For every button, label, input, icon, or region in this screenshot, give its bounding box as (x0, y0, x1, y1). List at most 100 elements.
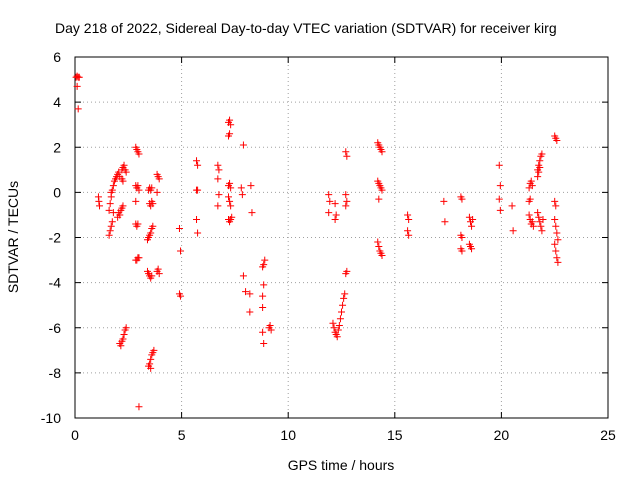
data-point (538, 227, 546, 235)
data-point (525, 211, 533, 219)
data-point (153, 267, 161, 275)
data-point (107, 188, 115, 196)
data-point (375, 243, 383, 251)
data-point (177, 292, 185, 300)
data-point (119, 202, 127, 210)
data-point (149, 200, 157, 208)
data-point (226, 179, 234, 187)
data-point (469, 215, 477, 223)
y-tick-label: 0 (53, 184, 61, 200)
data-point (342, 191, 350, 199)
data-point (134, 220, 142, 228)
data-point (106, 227, 114, 235)
data-point (239, 141, 247, 149)
data-point (259, 292, 267, 300)
data-point (147, 229, 155, 237)
data-point (342, 148, 350, 156)
y-tick-label: 6 (53, 49, 61, 65)
data-point (378, 186, 386, 194)
x-tick-label: 20 (494, 427, 510, 443)
data-point (106, 200, 114, 208)
data-point (343, 152, 351, 160)
y-axis-label: SDTVAR / TECUs (5, 181, 21, 293)
data-point (335, 321, 343, 329)
y-tick-label: -4 (49, 275, 62, 291)
data-point (553, 254, 561, 262)
data-point (259, 303, 267, 311)
data-point (336, 315, 344, 323)
data-point (374, 238, 382, 246)
data-point (155, 175, 163, 183)
data-point (458, 247, 466, 255)
data-point (495, 195, 503, 203)
data-point (248, 209, 256, 217)
data-point (227, 202, 235, 210)
data-point (237, 184, 245, 192)
data-point (535, 168, 543, 176)
data-point (535, 213, 543, 221)
data-point (75, 73, 83, 81)
data-point (553, 136, 561, 144)
data-point (175, 224, 183, 232)
data-point (551, 240, 559, 248)
data-point (329, 319, 337, 327)
data-point (259, 328, 267, 336)
data-point (116, 211, 124, 219)
data-point (226, 116, 234, 124)
data-point (228, 213, 236, 221)
axis-ticks: 0 5 10 15 20 25 -10 -8 -6 -4 -2 0 2 4 6 (41, 49, 616, 443)
data-point (215, 166, 223, 174)
data-point (404, 211, 412, 219)
data-point (95, 197, 103, 205)
data-point (528, 182, 536, 190)
data-point (135, 403, 143, 411)
data-point (267, 326, 275, 334)
data-point (552, 222, 560, 230)
data-point (508, 202, 516, 210)
data-points (72, 72, 562, 411)
data-point (147, 364, 155, 372)
data-point (342, 202, 350, 210)
y-tick-label: 2 (53, 139, 61, 155)
y-tick-label: -6 (49, 320, 62, 336)
data-point (378, 148, 386, 156)
data-point (261, 256, 269, 264)
data-point (554, 236, 562, 244)
data-point (551, 215, 559, 223)
data-point (214, 161, 222, 169)
chart-title: Day 218 of 2022, Sidereal Day-to-day VTE… (55, 20, 557, 36)
data-point (135, 150, 143, 158)
plot-frame (74, 56, 609, 419)
data-point (458, 195, 466, 203)
data-point (226, 197, 234, 205)
data-point (552, 247, 560, 255)
data-point (214, 202, 222, 210)
data-point (536, 164, 544, 172)
data-point (135, 254, 143, 262)
data-point (330, 324, 338, 332)
data-point (440, 197, 448, 205)
y-tick-label: -8 (49, 365, 62, 381)
data-point (239, 272, 247, 280)
data-point (96, 202, 104, 210)
data-point (553, 229, 561, 237)
data-point (227, 184, 235, 192)
data-point (149, 222, 157, 230)
data-point (109, 182, 117, 190)
data-point (375, 195, 383, 203)
data-point (119, 335, 127, 343)
data-point (120, 331, 128, 339)
data-point (260, 340, 268, 348)
data-point (120, 161, 128, 169)
data-point (405, 215, 413, 223)
data-point (107, 222, 115, 230)
data-point (260, 261, 268, 269)
data-point (343, 197, 351, 205)
data-point (215, 191, 223, 199)
data-point (332, 211, 340, 219)
data-point (122, 324, 130, 332)
x-axis-label: GPS time / hours (288, 457, 395, 473)
y-tick-label: -10 (41, 410, 61, 426)
y-tick-label: 4 (53, 94, 61, 110)
data-point (214, 175, 222, 183)
